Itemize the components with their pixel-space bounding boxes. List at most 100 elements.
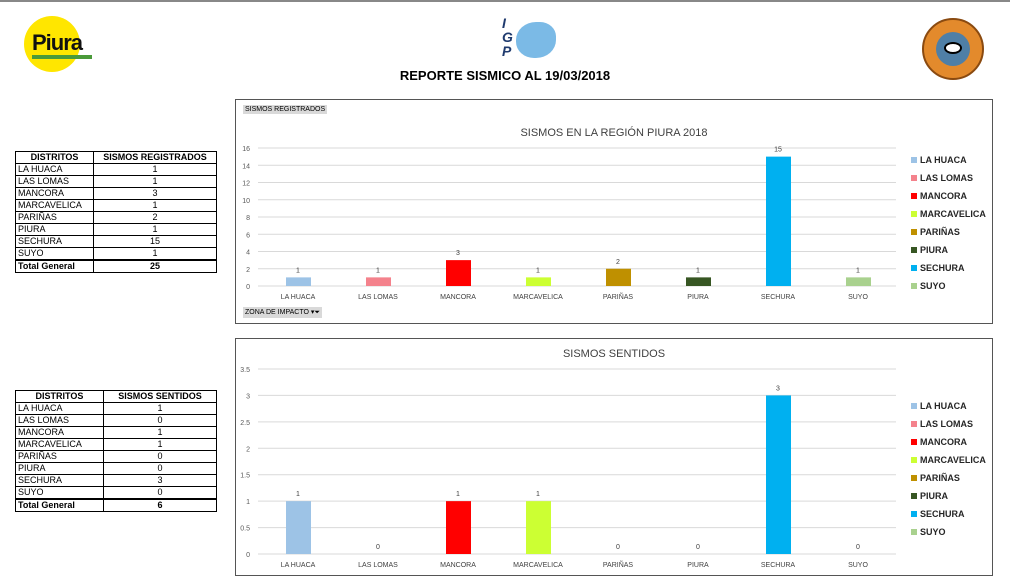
table-header-row: DISTRITOS SISMOS SENTIDOS [15,390,218,403]
bar-suyo [846,277,871,286]
legend-swatch [911,157,917,163]
y-tick-label: 0.5 [240,526,250,533]
y-tick-label: 4 [246,250,250,257]
y-tick-label: 14 [242,163,250,170]
data-label: 0 [616,544,620,551]
table-header-row: DISTRITOS SISMOS REGISTRADOS [14,151,217,164]
x-tick-label: LAS LOMAS [358,562,398,569]
legend-swatch [911,493,917,499]
legend-swatch [911,439,917,445]
x-tick-label: MANCORA [440,562,476,569]
table-row: MARCAVELICA 1 [15,438,218,451]
district-cell: SUYO [14,247,95,261]
data-label: 1 [856,267,860,274]
y-tick-label: 12 [242,181,250,188]
legend-item: MARCAVELICA [920,209,986,219]
legend-item: LA HUACA [920,401,967,411]
data-label: 1 [536,491,540,498]
chart-title: SISMOS EN LA REGIÓN PIURA 2018 [520,126,707,139]
total-label: Total General [15,498,104,512]
district-cell: MANCORA [14,187,95,200]
table-row: SECHURA 3 [15,474,218,487]
x-tick-label: LAS LOMAS [358,294,398,301]
data-label: 1 [376,267,380,274]
district-cell: LA HUACA [14,163,95,176]
bar-mancora [446,260,471,286]
y-tick-label: 3.5 [240,367,250,374]
sismos-registrados-table: DISTRITOS SISMOS REGISTRADOS LA HUACA 1 LAS … [14,151,217,273]
legend-swatch [911,529,917,535]
header-distritos[interactable]: DISTRITOS [14,151,95,164]
y-tick-label: 1 [246,499,250,506]
value-cell: 0 [102,414,218,427]
table-row: MANCORA 1 [15,426,218,439]
y-tick-label: 2 [246,446,250,453]
district-cell: SECHURA [14,235,95,248]
x-tick-label: SUYO [848,294,868,301]
y-tick-label: 2.5 [240,420,250,427]
y-tick-label: 0 [246,284,250,291]
value-cell: 1 [93,247,217,261]
value-cell: 1 [93,199,217,212]
legend-item: MARCAVELICA [920,455,986,465]
x-tick-label: SUYO [848,562,868,569]
header-value: SISMOS REGISTRADOS [93,151,217,164]
bar-sechura [766,156,791,286]
legend-item: SECHURA [920,263,965,273]
bar-marcavelica [526,501,551,554]
legend-swatch [911,175,917,181]
data-label: 2 [616,259,620,266]
y-tick-label: 16 [242,146,250,153]
sismos-sentidos-table: DISTRITOS SISMOS SENTIDOS LA HUACA 1 LAS LOM… [15,390,218,512]
total-row: Total General 25 [14,259,217,273]
district-cell: LA HUACA [15,402,104,415]
data-label: 1 [696,267,700,274]
value-cell: 1 [93,175,217,188]
bar-pariñas [606,268,631,286]
table-row: PARIÑAS 0 [15,450,218,463]
header-distritos[interactable]: DISTRITOS [15,390,104,403]
legend-swatch [911,229,917,235]
district-cell: PARIÑAS [14,211,95,224]
legend-item: PIURA [920,491,949,501]
value-cell: 3 [102,474,218,487]
district-cell: PIURA [15,462,104,475]
x-tick-label: LA HUACA [281,562,316,569]
legend-item: SECHURA [920,509,965,519]
field-tag[interactable]: SISMOS REGISTRADOS [243,105,328,114]
data-label: 0 [856,544,860,551]
y-tick-label: 6 [246,232,250,239]
district-cell: MARCAVELICA [14,199,95,212]
zona-impacto-filter[interactable]: ZONA DE IMPACTO ▾⏷ [243,307,322,318]
value-cell: 0 [102,486,218,500]
district-cell: LAS LOMAS [14,175,95,188]
district-cell: PIURA [14,223,95,236]
legend-swatch [911,247,917,253]
total-value: 25 [93,259,217,273]
legend-item: PIURA [920,245,949,255]
value-cell: 0 [102,450,218,463]
table-row: MANCORA 3 [14,187,217,200]
table-row: PIURA 1 [14,223,217,236]
x-tick-label: SECHURA [761,294,796,301]
bar-marcavelica [526,277,551,286]
data-label: 1 [296,267,300,274]
header-value: SISMOS SENTIDOS [102,390,218,403]
value-cell: 1 [93,223,217,236]
total-row: Total General 6 [15,498,218,512]
legend-item: MANCORA [920,437,967,447]
district-cell: SECHURA [15,474,104,487]
data-label: 1 [456,491,460,498]
y-tick-label: 2 [246,267,250,274]
x-tick-label: PIURA [687,294,709,301]
table-row: LA HUACA 1 [14,163,217,176]
legend-item: PARIÑAS [920,227,960,237]
legend-item: LA HUACA [920,155,967,165]
coer-logo [922,18,984,80]
value-cell: 2 [93,211,217,224]
filter-label: ZONA DE IMPACTO [245,309,309,316]
x-tick-label: MARCAVELICA [513,562,563,569]
legend-item: LAS LOMAS [920,173,973,183]
total-label: Total General [14,259,95,273]
chart-sentidos: SISMOS SENTIDOS 0 0.5 1 1.5 2 2.5 3 3.5 1 LA HUACA… [235,338,993,576]
